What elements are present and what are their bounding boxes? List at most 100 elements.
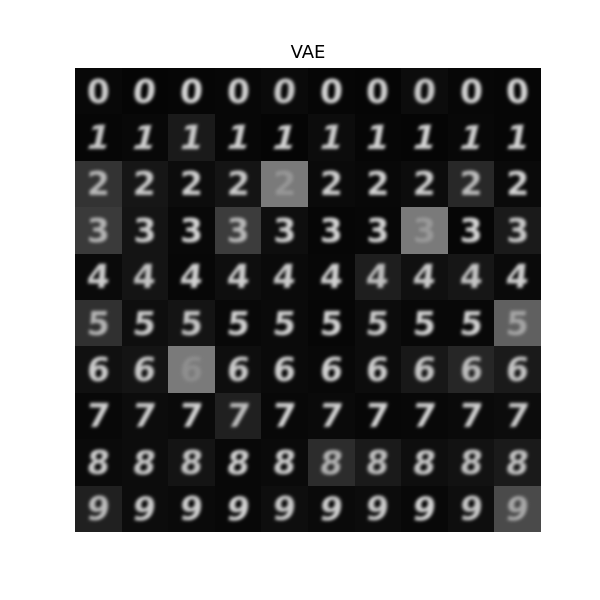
digit-sample-glyph: 3 (180, 210, 203, 250)
digit-sample-cell: 2 (214, 160, 262, 208)
digit-sample-glyph: 6 (458, 350, 484, 390)
digit-sample-glyph: 5 (411, 303, 438, 343)
digit-sample-glyph: 6 (85, 350, 112, 390)
digit-sample-cell: 7 (354, 392, 402, 440)
digit-sample-cell: 8 (261, 439, 308, 486)
digit-sample-cell: 6 (447, 346, 495, 393)
digit-sample-cell: 4 (168, 253, 215, 300)
digit-sample-cell: 2 (401, 160, 448, 208)
digit-sample-glyph: 9 (317, 489, 346, 529)
digit-sample-glyph: 2 (506, 164, 530, 204)
digit-sample-cell: 0 (307, 68, 355, 115)
digit-sample-cell: 5 (261, 300, 308, 347)
digit-sample-glyph: 3 (226, 210, 250, 250)
digit-sample-cell: 2 (494, 160, 541, 208)
digit-sample-glyph: 9 (223, 489, 253, 529)
digit-sample-cell: 7 (401, 392, 448, 440)
digit-sample-glyph: 9 (177, 489, 206, 529)
digit-sample-glyph: 5 (224, 303, 252, 343)
digit-sample-cell: 6 (214, 346, 262, 393)
digit-sample-cell: 8 (75, 439, 122, 486)
digit-sample-glyph: 7 (458, 396, 484, 436)
digit-sample-cell: 3 (75, 207, 122, 254)
digit-sample-cell: 8 (494, 439, 541, 486)
digit-sample-glyph: 7 (365, 396, 391, 436)
digit-sample-cell: 6 (75, 346, 122, 393)
digit-sample-glyph: 9 (271, 489, 299, 529)
digit-sample-glyph: 4 (271, 257, 299, 297)
digit-sample-cell: 8 (121, 439, 169, 486)
digit-sample-glyph: 5 (131, 303, 159, 343)
digit-sample-cell: 2 (168, 160, 215, 208)
digit-sample-glyph: 0 (225, 71, 251, 111)
digit-sample-glyph: 6 (504, 350, 532, 390)
digit-sample-cell: 5 (307, 300, 355, 347)
digit-sample-cell: 6 (168, 346, 215, 393)
digit-sample-glyph: 4 (318, 257, 345, 297)
digit-sample-glyph: 3 (273, 210, 297, 250)
digit-sample-glyph: 0 (318, 71, 344, 111)
digit-sample-cell: 3 (447, 207, 495, 254)
digit-sample-cell: 9 (447, 485, 495, 532)
digit-sample-glyph: 2 (132, 164, 158, 204)
digit-sample-cell: 0 (168, 68, 215, 115)
digit-sample-glyph: 0 (178, 71, 205, 111)
digit-sample-cell: 1 (307, 114, 355, 161)
digit-sample-cell: 7 (75, 392, 122, 440)
digit-sample-cell: 7 (261, 392, 308, 440)
digit-sample-glyph: 9 (457, 489, 485, 529)
digit-sample-glyph: 7 (85, 396, 112, 436)
digit-sample-cell: 1 (121, 114, 169, 161)
digit-sample-glyph: 4 (225, 257, 251, 297)
digit-sample-cell: 6 (494, 346, 541, 393)
digit-sample-glyph: 5 (178, 303, 205, 343)
digit-sample-glyph: 7 (178, 396, 205, 436)
digit-sample-glyph: 8 (130, 442, 160, 482)
digit-sample-cell: 2 (75, 160, 122, 208)
digit-sample-cell: 8 (307, 439, 355, 486)
digit-sample-cell: 3 (307, 207, 355, 254)
digit-sample-glyph: 1 (128, 118, 162, 158)
digit-sample-glyph: 7 (271, 396, 298, 436)
digit-sample-glyph: 6 (131, 350, 159, 390)
digit-sample-cell: 6 (307, 346, 355, 393)
figure-title: VAE (290, 42, 326, 63)
digit-sample-cell: 3 (121, 207, 169, 254)
digit-sample-glyph: 3 (366, 210, 390, 250)
digit-sample-cell: 3 (168, 207, 215, 254)
digit-sample-cell: 9 (75, 485, 122, 532)
digit-sample-cell: 7 (447, 392, 495, 440)
digit-sample-cell: 1 (75, 114, 122, 161)
digit-sample-glyph: 7 (131, 396, 159, 436)
digit-sample-glyph: 0 (86, 71, 110, 111)
digit-sample-cell: 3 (214, 207, 262, 254)
digit-sample-cell: 6 (401, 346, 448, 393)
digit-sample-cell: 7 (214, 392, 262, 440)
digit-sample-glyph: 8 (177, 442, 206, 482)
digit-sample-cell: 8 (214, 439, 262, 486)
digit-sample-glyph: 5 (318, 303, 345, 343)
digit-sample-cell: 6 (354, 346, 402, 393)
digit-sample-glyph: 7 (410, 396, 439, 436)
digit-sample-glyph: 2 (412, 164, 437, 204)
digit-sample-cell: 5 (354, 300, 402, 347)
digit-sample-glyph: 9 (410, 489, 439, 529)
digit-sample-glyph: 0 (131, 71, 159, 111)
digit-sample-glyph: 0 (366, 71, 390, 111)
digit-sample-cell: 3 (401, 207, 448, 254)
digit-sample-cell: 7 (121, 392, 169, 440)
digit-sample-glyph: 2 (459, 164, 483, 204)
digit-sample-cell: 0 (354, 68, 402, 115)
digit-sample-glyph: 6 (271, 350, 298, 390)
digit-sample-cell: 9 (121, 485, 169, 532)
digit-sample-cell: 1 (261, 114, 308, 161)
digit-sample-glyph: 0 (271, 71, 298, 111)
digit-sample-cell: 5 (401, 300, 448, 347)
digit-sample-cell: 0 (121, 68, 169, 115)
digit-sample-cell: 8 (354, 439, 402, 486)
digit-sample-glyph: 6 (410, 350, 439, 390)
digit-sample-glyph: 6 (317, 350, 345, 390)
digit-sample-glyph: 2 (366, 164, 390, 204)
